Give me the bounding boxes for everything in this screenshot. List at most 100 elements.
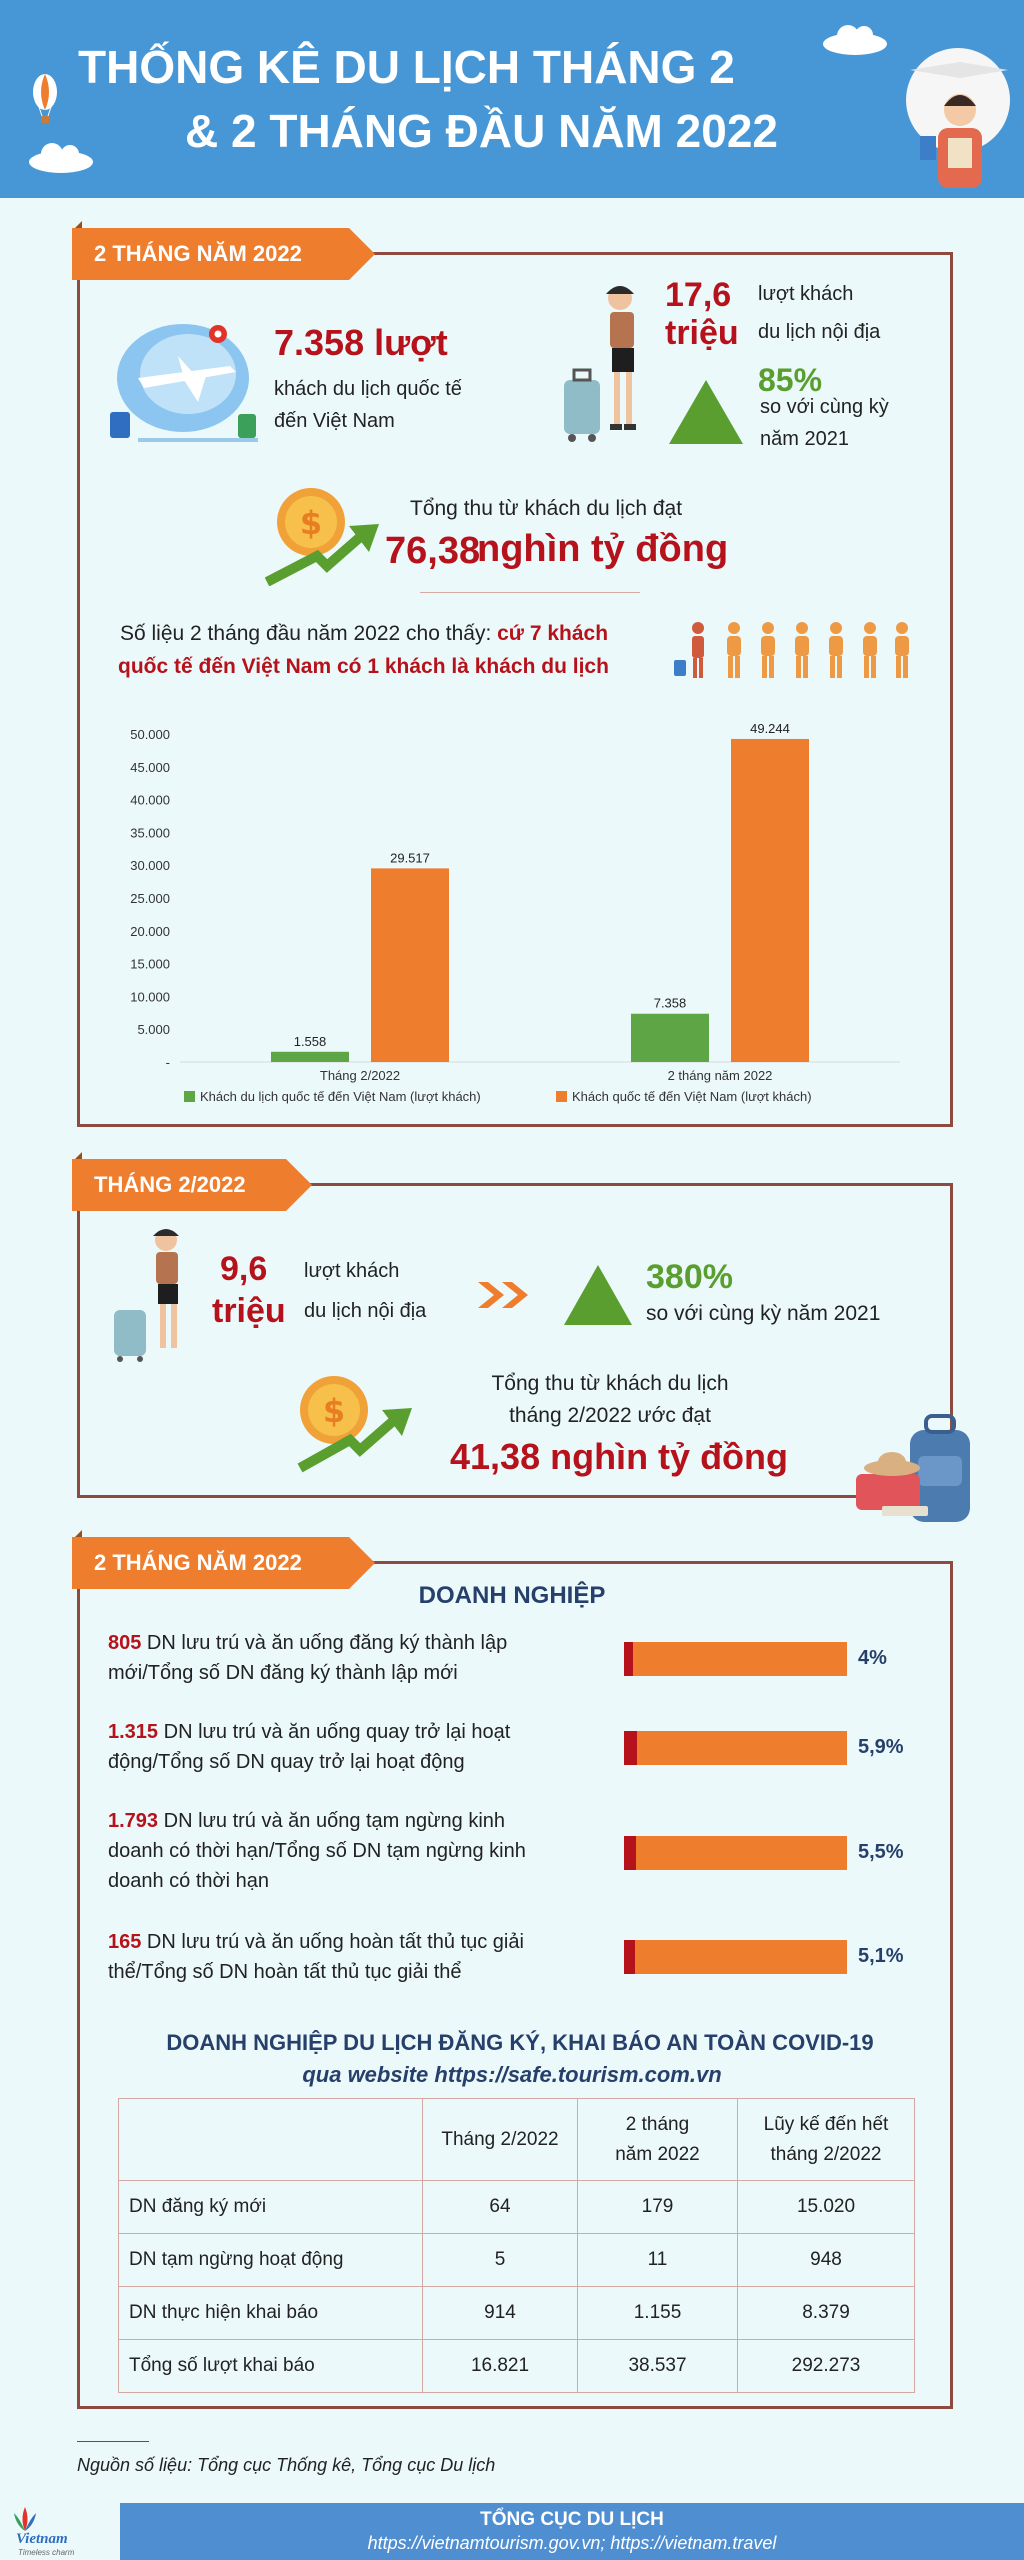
table-cell: DN đăng ký mới <box>118 2180 423 2234</box>
domestic-visitors-desc: lượt khách <box>304 1260 400 1282</box>
y-tick-label: 10.000 <box>130 989 170 1004</box>
business-stat-line: doanh có thời hạn <box>108 1870 270 1892</box>
business-stat-number: 165 <box>108 1931 142 1953</box>
cloud-icon <box>29 143 93 173</box>
y-tick-label: 50.000 <box>130 727 170 742</box>
section-february <box>77 1183 953 1498</box>
business-stat-desc: DN lưu trú và ăn uống tạm ngừng kinh <box>158 1810 506 1832</box>
table-row: DN tạm ngừng hoạt động 5 11 948 <box>118 2233 915 2287</box>
visitors-bar-chart: - 5.000 10.000 15.000 20.000 25.000 30.000 35.0… <box>130 721 900 1104</box>
business-stat-line: 1.315 DN lưu trú và ăn uống quay trở lại… <box>108 1717 551 1747</box>
growth-desc: so với cùng kỳ năm 2021 <box>646 1302 881 1325</box>
revenue-label: tháng 2/2022 ước đạt <box>509 1404 711 1427</box>
ratio-percent: 4% <box>858 1647 887 1669</box>
revenue-number: 76,38 <box>385 530 481 572</box>
ratio-percent: 5,1% <box>858 1945 904 1967</box>
growth-value: 380% <box>646 1258 733 1296</box>
table-cell: 1.155 <box>577 2286 738 2340</box>
table-cell: 292.273 <box>737 2339 915 2393</box>
growth-desc: so với cùng kỳ <box>760 396 889 418</box>
revenue-label: Tổng thu từ khách du lịch <box>491 1372 729 1395</box>
legend-label: Khách du lịch quốc tế đến Việt Nam (lượt… <box>200 1089 481 1104</box>
table-header-cell: Tháng 2/2022 <box>422 2098 578 2181</box>
bar-value-label: 49.244 <box>750 721 790 736</box>
intl-visitors-desc: đến Việt Nam <box>274 410 395 432</box>
table-cell: 914 <box>422 2286 578 2340</box>
y-tick-label: 35.000 <box>130 825 170 840</box>
y-tick-label: 15.000 <box>130 957 170 972</box>
domestic-visitors-value: triệu <box>665 314 739 352</box>
table-cell: DN thực hiện khai báo <box>118 2286 423 2340</box>
table-cell: 179 <box>577 2180 738 2234</box>
chart-bar <box>371 868 449 1062</box>
seven-people-icon <box>674 622 909 678</box>
ribbon-fold <box>72 221 82 231</box>
divider <box>420 592 640 593</box>
business-stat-line: 165 DN lưu trú và ăn uống hoàn tất thủ t… <box>108 1927 551 1957</box>
revenue-unit: nghìn tỷ đồng <box>477 528 729 570</box>
business-stat-text: 805 DN lưu trú và ăn uống đăng ký thành … <box>108 1628 551 1688</box>
legend-swatch <box>556 1091 567 1102</box>
bar-value-label: 7.358 <box>654 996 687 1011</box>
x-tick-label: 2 tháng năm 2022 <box>668 1068 773 1083</box>
footer-links[interactable]: https://vietnamtourism.gov.vn; https://v… <box>367 2533 777 2553</box>
chart-bar <box>631 1013 709 1062</box>
vietnam-lotus-logo-icon <box>14 2507 36 2531</box>
y-tick-label: 30.000 <box>130 858 170 873</box>
y-tick-label: 25.000 <box>130 891 170 906</box>
y-tick-label: 5.000 <box>137 1022 170 1037</box>
chart-bar <box>271 1051 349 1062</box>
bar-value-label: 29.517 <box>390 850 430 865</box>
business-stat-text: 1.793 DN lưu trú và ăn uống tạm ngừng ki… <box>108 1806 551 1896</box>
table-cell: 11 <box>577 2233 738 2287</box>
covid-declaration-table: Tháng 2/2022 2 tháng năm 2022 Lũy kế đến… <box>118 2098 915 2393</box>
y-tick-label: 45.000 <box>130 760 170 775</box>
business-stat-desc: DN lưu trú và ăn uống hoàn tất thủ tục g… <box>141 1931 524 1953</box>
section-ribbon: 2 THÁNG NĂM 2022 <box>72 1537 375 1589</box>
y-tick-label: 40.000 <box>130 793 170 808</box>
table-header-cell <box>118 2098 423 2181</box>
page-title-line1: THỐNG KÊ DU LỊCH THÁNG 2 <box>78 41 735 93</box>
legend-swatch <box>184 1091 195 1102</box>
business-stat-line: mới/Tổng số DN đăng ký thành lập mới <box>108 1662 458 1684</box>
ratio-bar <box>624 1836 847 1870</box>
table-header-cell: Lũy kế đến hết tháng 2/2022 <box>737 2098 915 2181</box>
section-ribbon: 2 THÁNG NĂM 2022 <box>72 228 375 280</box>
business-stat-number: 805 <box>108 1632 142 1654</box>
coin-growth-arrow-icon: $ <box>297 1376 412 1473</box>
y-tick-label: - <box>166 1055 170 1070</box>
footer-logo-area: Vietnam Timeless charm <box>0 2503 120 2560</box>
business-stat-number: 1.793 <box>108 1810 159 1832</box>
vietnam-logo-text: Vietnam <box>16 2531 68 2547</box>
footer-org: TỔNG CỤC DU LỊCH <box>480 2509 664 2530</box>
intl-visitors-desc: khách du lịch quốc tế <box>274 378 462 400</box>
svg-text:$: $ <box>300 504 322 542</box>
ratio-percent: 5,5% <box>858 1841 904 1863</box>
table-cell: DN tạm ngừng hoạt động <box>118 2233 423 2287</box>
business-stat-line: doanh có thời hạn/Tổng số DN tạm ngừng k… <box>108 1840 526 1862</box>
business-stat-line: thể/Tổng số DN hoàn tất thủ tục giải thể <box>108 1961 462 1983</box>
cloud-icon <box>823 25 887 55</box>
domestic-visitors-value: triệu <box>212 1292 286 1330</box>
hot-air-balloon-icon <box>33 74 57 123</box>
luggage-hat-icon <box>856 1414 970 1522</box>
ratio-bar-fill <box>624 1731 637 1765</box>
legend-label: Khách quốc tế đến Việt Nam (lượt khách) <box>572 1089 812 1104</box>
section-ribbon: THÁNG 2/2022 <box>72 1159 312 1211</box>
business-stat-text: 165 DN lưu trú và ăn uống hoàn tất thủ t… <box>108 1927 551 1987</box>
ratio-bar <box>624 1940 847 1974</box>
ratio-bar-fill <box>624 1642 633 1676</box>
table-cell: 16.821 <box>422 2339 578 2393</box>
backpacker-with-suitcase-icon <box>114 1229 179 1362</box>
table-header-row: Tháng 2/2022 2 tháng năm 2022 Lũy kế đến… <box>118 2098 915 2181</box>
vietnam-logo-tagline: Timeless charm <box>18 2548 75 2557</box>
revenue-value: 41,38 nghìn tỷ đồng <box>450 1436 789 1477</box>
bar-value-label: 1.558 <box>294 1034 327 1049</box>
table-row: Tổng số lượt khai báo 16.821 38.537 292.… <box>118 2339 915 2393</box>
intl-visitors-value: 7.358 lượt <box>274 322 448 363</box>
ratio-bar <box>624 1731 847 1765</box>
covid-heading: DOANH NGHIỆP DU LỊCH ĐĂNG KÝ, KHAI BÁO A… <box>166 2030 874 2055</box>
divider <box>77 2441 149 2442</box>
x-tick-label: Tháng 2/2022 <box>320 1068 400 1083</box>
domestic-visitors-value: 17,6 <box>665 276 732 314</box>
